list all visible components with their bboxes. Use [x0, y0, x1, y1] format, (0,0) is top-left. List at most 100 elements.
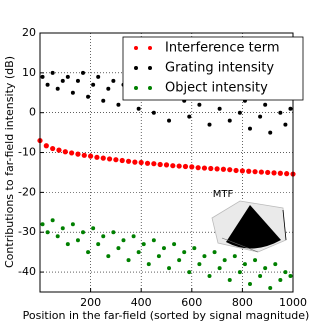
point: [43, 143, 49, 149]
point: [81, 230, 86, 235]
point: [176, 163, 182, 169]
point: [265, 169, 271, 176]
point: [212, 250, 217, 255]
point: [75, 78, 80, 83]
point: [227, 167, 233, 173]
point: [111, 230, 116, 235]
point: [113, 157, 119, 163]
point: [195, 165, 201, 171]
point: [157, 161, 163, 168]
point: [125, 158, 132, 164]
point: [45, 230, 50, 235]
point: [197, 102, 202, 107]
point: [271, 170, 277, 176]
point: [163, 162, 170, 168]
y-tick-label: 0: [29, 106, 36, 119]
point: [116, 102, 121, 107]
point: [268, 286, 273, 291]
point: [75, 151, 81, 157]
point: [91, 226, 96, 231]
point: [273, 262, 278, 267]
x-tick-label: 1000: [279, 296, 307, 309]
point: [247, 126, 252, 131]
point: [55, 234, 60, 239]
point: [65, 74, 70, 79]
point: [138, 159, 144, 166]
point: [278, 278, 283, 283]
point: [187, 270, 192, 275]
legend-marker: [148, 66, 152, 70]
y-tick-label: -10: [18, 146, 36, 159]
point: [278, 110, 283, 115]
point: [50, 145, 56, 152]
point: [151, 161, 157, 167]
legend-marker: [134, 46, 138, 50]
point: [70, 90, 75, 95]
point: [252, 169, 258, 175]
point: [263, 102, 268, 107]
legend-marker: [148, 46, 152, 50]
point: [214, 166, 220, 172]
point: [86, 94, 91, 99]
mtf-inset: [211, 200, 287, 253]
point: [56, 147, 62, 153]
point: [242, 262, 247, 267]
point: [141, 242, 146, 247]
point: [96, 74, 101, 79]
x-tick-label: 400: [131, 296, 152, 309]
point: [197, 262, 202, 267]
point: [161, 246, 166, 251]
point: [70, 222, 75, 227]
point: [187, 114, 192, 119]
point: [69, 150, 75, 156]
point: [227, 118, 232, 123]
point: [258, 169, 264, 175]
point: [40, 74, 45, 79]
point: [111, 78, 116, 83]
point: [156, 254, 161, 259]
point: [288, 274, 293, 279]
y-tick-label: -20: [18, 185, 36, 198]
legend-marker: [134, 66, 138, 70]
point: [62, 149, 68, 155]
point: [232, 254, 237, 259]
point: [88, 153, 94, 159]
point: [96, 242, 101, 247]
point: [182, 163, 189, 170]
point: [136, 250, 141, 255]
point: [277, 170, 283, 176]
point: [91, 82, 96, 87]
point: [222, 258, 227, 263]
point: [40, 222, 45, 227]
point: [86, 250, 91, 255]
point: [60, 226, 65, 231]
point: [253, 258, 258, 263]
legend-marker: [134, 86, 138, 90]
point: [167, 266, 172, 271]
point: [263, 266, 268, 271]
point: [202, 254, 207, 259]
point: [208, 165, 214, 172]
point: [65, 242, 70, 247]
point: [192, 246, 197, 251]
point: [258, 274, 263, 279]
point: [106, 156, 113, 162]
y-axis-label: Contributions to far-field intensity (dB…: [3, 56, 16, 268]
point: [217, 266, 222, 271]
point: [288, 106, 293, 111]
point: [207, 122, 212, 127]
point: [101, 98, 106, 103]
point: [284, 171, 290, 177]
point: [283, 270, 288, 275]
point: [121, 238, 126, 243]
point: [106, 86, 111, 91]
legend-label: Grating intensity: [165, 61, 274, 76]
point: [116, 246, 121, 251]
point: [60, 78, 65, 83]
point: [119, 157, 125, 164]
point: [81, 152, 87, 158]
x-axis-label: Position in the far-field (sorted by sig…: [23, 309, 310, 322]
x-tick-label: 200: [80, 296, 101, 309]
legend-marker: [148, 86, 152, 90]
